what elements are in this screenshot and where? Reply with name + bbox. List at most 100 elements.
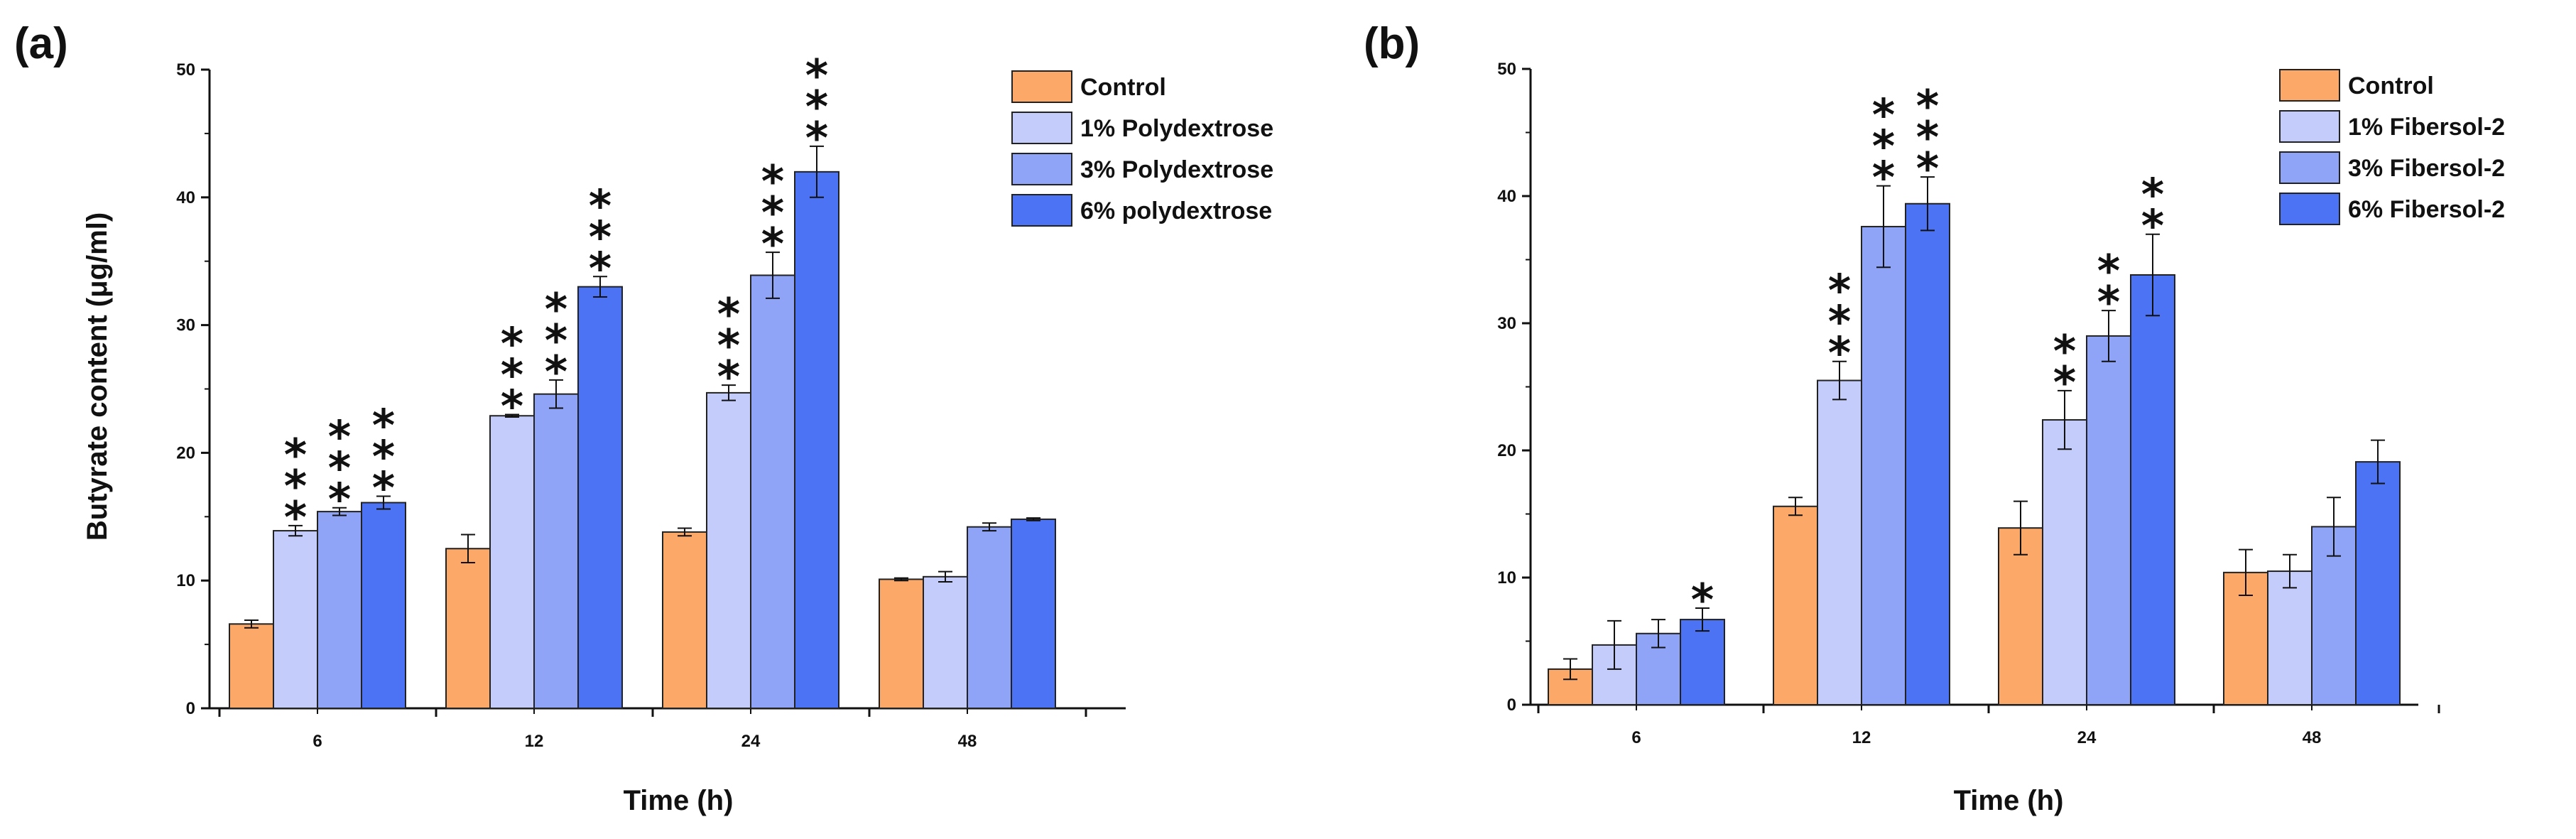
y-tick-label: 20 xyxy=(176,443,195,462)
bar xyxy=(445,548,491,709)
panel-a: (a) Butyrate content (μg/ml) Time (h) 0 1… xyxy=(14,19,1273,816)
x-tick-label: 12 xyxy=(525,732,544,751)
significance-star: * xyxy=(284,460,307,512)
significance-star: * xyxy=(501,349,523,401)
significance-star: * xyxy=(372,400,395,452)
y-tick-label: 10 xyxy=(1497,568,1516,588)
legend-label: 1% Polydextrose xyxy=(1080,115,1273,142)
significance-star: * xyxy=(2053,357,2076,408)
bar xyxy=(2267,570,2313,705)
x-tick-label: 48 xyxy=(958,732,977,751)
legend-swatch xyxy=(1011,70,1072,103)
bar xyxy=(489,415,535,709)
y-tick-label: 30 xyxy=(1497,314,1516,333)
bar xyxy=(1680,619,1725,706)
panel-label: (b) xyxy=(1364,19,1420,68)
significance-star: * xyxy=(805,81,828,133)
significance-star: * xyxy=(1872,121,1895,173)
x-tick-label: 6 xyxy=(313,732,322,751)
bar xyxy=(879,578,924,709)
significance-mark: * * * xyxy=(717,288,740,403)
significance-star: * xyxy=(284,492,307,543)
bar xyxy=(229,623,274,709)
legend-swatch xyxy=(1011,194,1072,227)
significance-star: * xyxy=(1916,143,1939,195)
significance-star: * xyxy=(2097,276,2120,328)
significance-star: * xyxy=(717,351,740,403)
significance-mark: * * * xyxy=(328,411,351,526)
significance-mark: * * xyxy=(2097,245,2120,328)
significance-star: * xyxy=(761,218,784,270)
bar xyxy=(361,502,406,709)
significance-star: * xyxy=(1691,574,1714,626)
significance-star: * xyxy=(372,462,395,514)
legend-swatch xyxy=(2279,151,2340,184)
significance-star: * xyxy=(589,211,612,263)
x-axis-title: Time (h) xyxy=(1954,785,2064,816)
significance-star: * xyxy=(1916,112,1939,163)
significance-star: * xyxy=(761,156,784,207)
bar xyxy=(1861,225,1906,705)
significance-mark: * * xyxy=(2053,325,2076,408)
bar xyxy=(577,286,623,710)
bar xyxy=(2130,274,2175,706)
y-tick-label: 40 xyxy=(1497,187,1516,206)
significance-mark: * * * xyxy=(589,180,612,294)
x-tick-label: 24 xyxy=(2077,728,2097,747)
significance-star: * xyxy=(1872,152,1895,204)
y-tick-label: 20 xyxy=(1497,441,1516,460)
significance-star: * xyxy=(1828,296,1851,348)
bar xyxy=(662,531,707,709)
x-tick-label: 12 xyxy=(1852,728,1871,747)
significance-star: * xyxy=(717,288,740,340)
significance-star: * xyxy=(328,474,351,526)
significance-star: * xyxy=(589,180,612,232)
y-tick-label: 0 xyxy=(1507,695,1516,715)
significance-star: * xyxy=(1828,328,1851,379)
significance-star: * xyxy=(1828,265,1851,317)
bar xyxy=(2042,419,2087,705)
legend-label: 1% Fibersol-2 xyxy=(2348,114,2505,141)
significance-star: * xyxy=(1916,80,1939,132)
legend-swatch xyxy=(2279,69,2340,102)
significance-star: * xyxy=(805,112,828,164)
bar xyxy=(706,391,751,709)
x-tick-label: 6 xyxy=(1631,728,1641,747)
legend-swatch xyxy=(2279,110,2340,143)
significance-star: * xyxy=(2097,245,2120,297)
significance-mark: * * * xyxy=(805,50,828,164)
significance-mark: * * * xyxy=(284,429,307,543)
bar xyxy=(923,575,968,710)
significance-star: * xyxy=(501,318,523,369)
significance-star: * xyxy=(2141,200,2164,252)
significance-mark: * * * xyxy=(372,400,395,514)
significance-star: * xyxy=(501,380,523,432)
panel-label: (a) xyxy=(14,19,68,68)
significance-star: * xyxy=(589,242,612,294)
legend-swatch xyxy=(2279,193,2340,225)
significance-star: * xyxy=(761,187,784,239)
significance-star: * xyxy=(328,443,351,494)
significance-star: * xyxy=(545,346,567,398)
bar xyxy=(967,526,1012,710)
bar xyxy=(1817,379,1862,705)
bar xyxy=(2355,461,2401,705)
x-tick-label: 48 xyxy=(2303,728,2322,747)
legend-label: 3% Fibersol-2 xyxy=(2348,155,2505,182)
y-axis-title: Butyrate content (μg/ml) xyxy=(82,212,113,541)
bar xyxy=(794,170,839,709)
bar xyxy=(1773,505,1818,705)
significance-star: * xyxy=(372,431,395,483)
bar xyxy=(1905,202,1950,705)
significance-mark: * xyxy=(1691,574,1714,626)
bar xyxy=(1592,644,1637,705)
legend-swatch xyxy=(1011,153,1072,185)
x-axis-title: Time (h) xyxy=(624,785,734,816)
significance-star: * xyxy=(717,320,740,372)
bar xyxy=(273,530,318,709)
significance-star: * xyxy=(1872,90,1895,141)
bar xyxy=(750,274,795,709)
y-tick-label: 0 xyxy=(186,699,195,718)
